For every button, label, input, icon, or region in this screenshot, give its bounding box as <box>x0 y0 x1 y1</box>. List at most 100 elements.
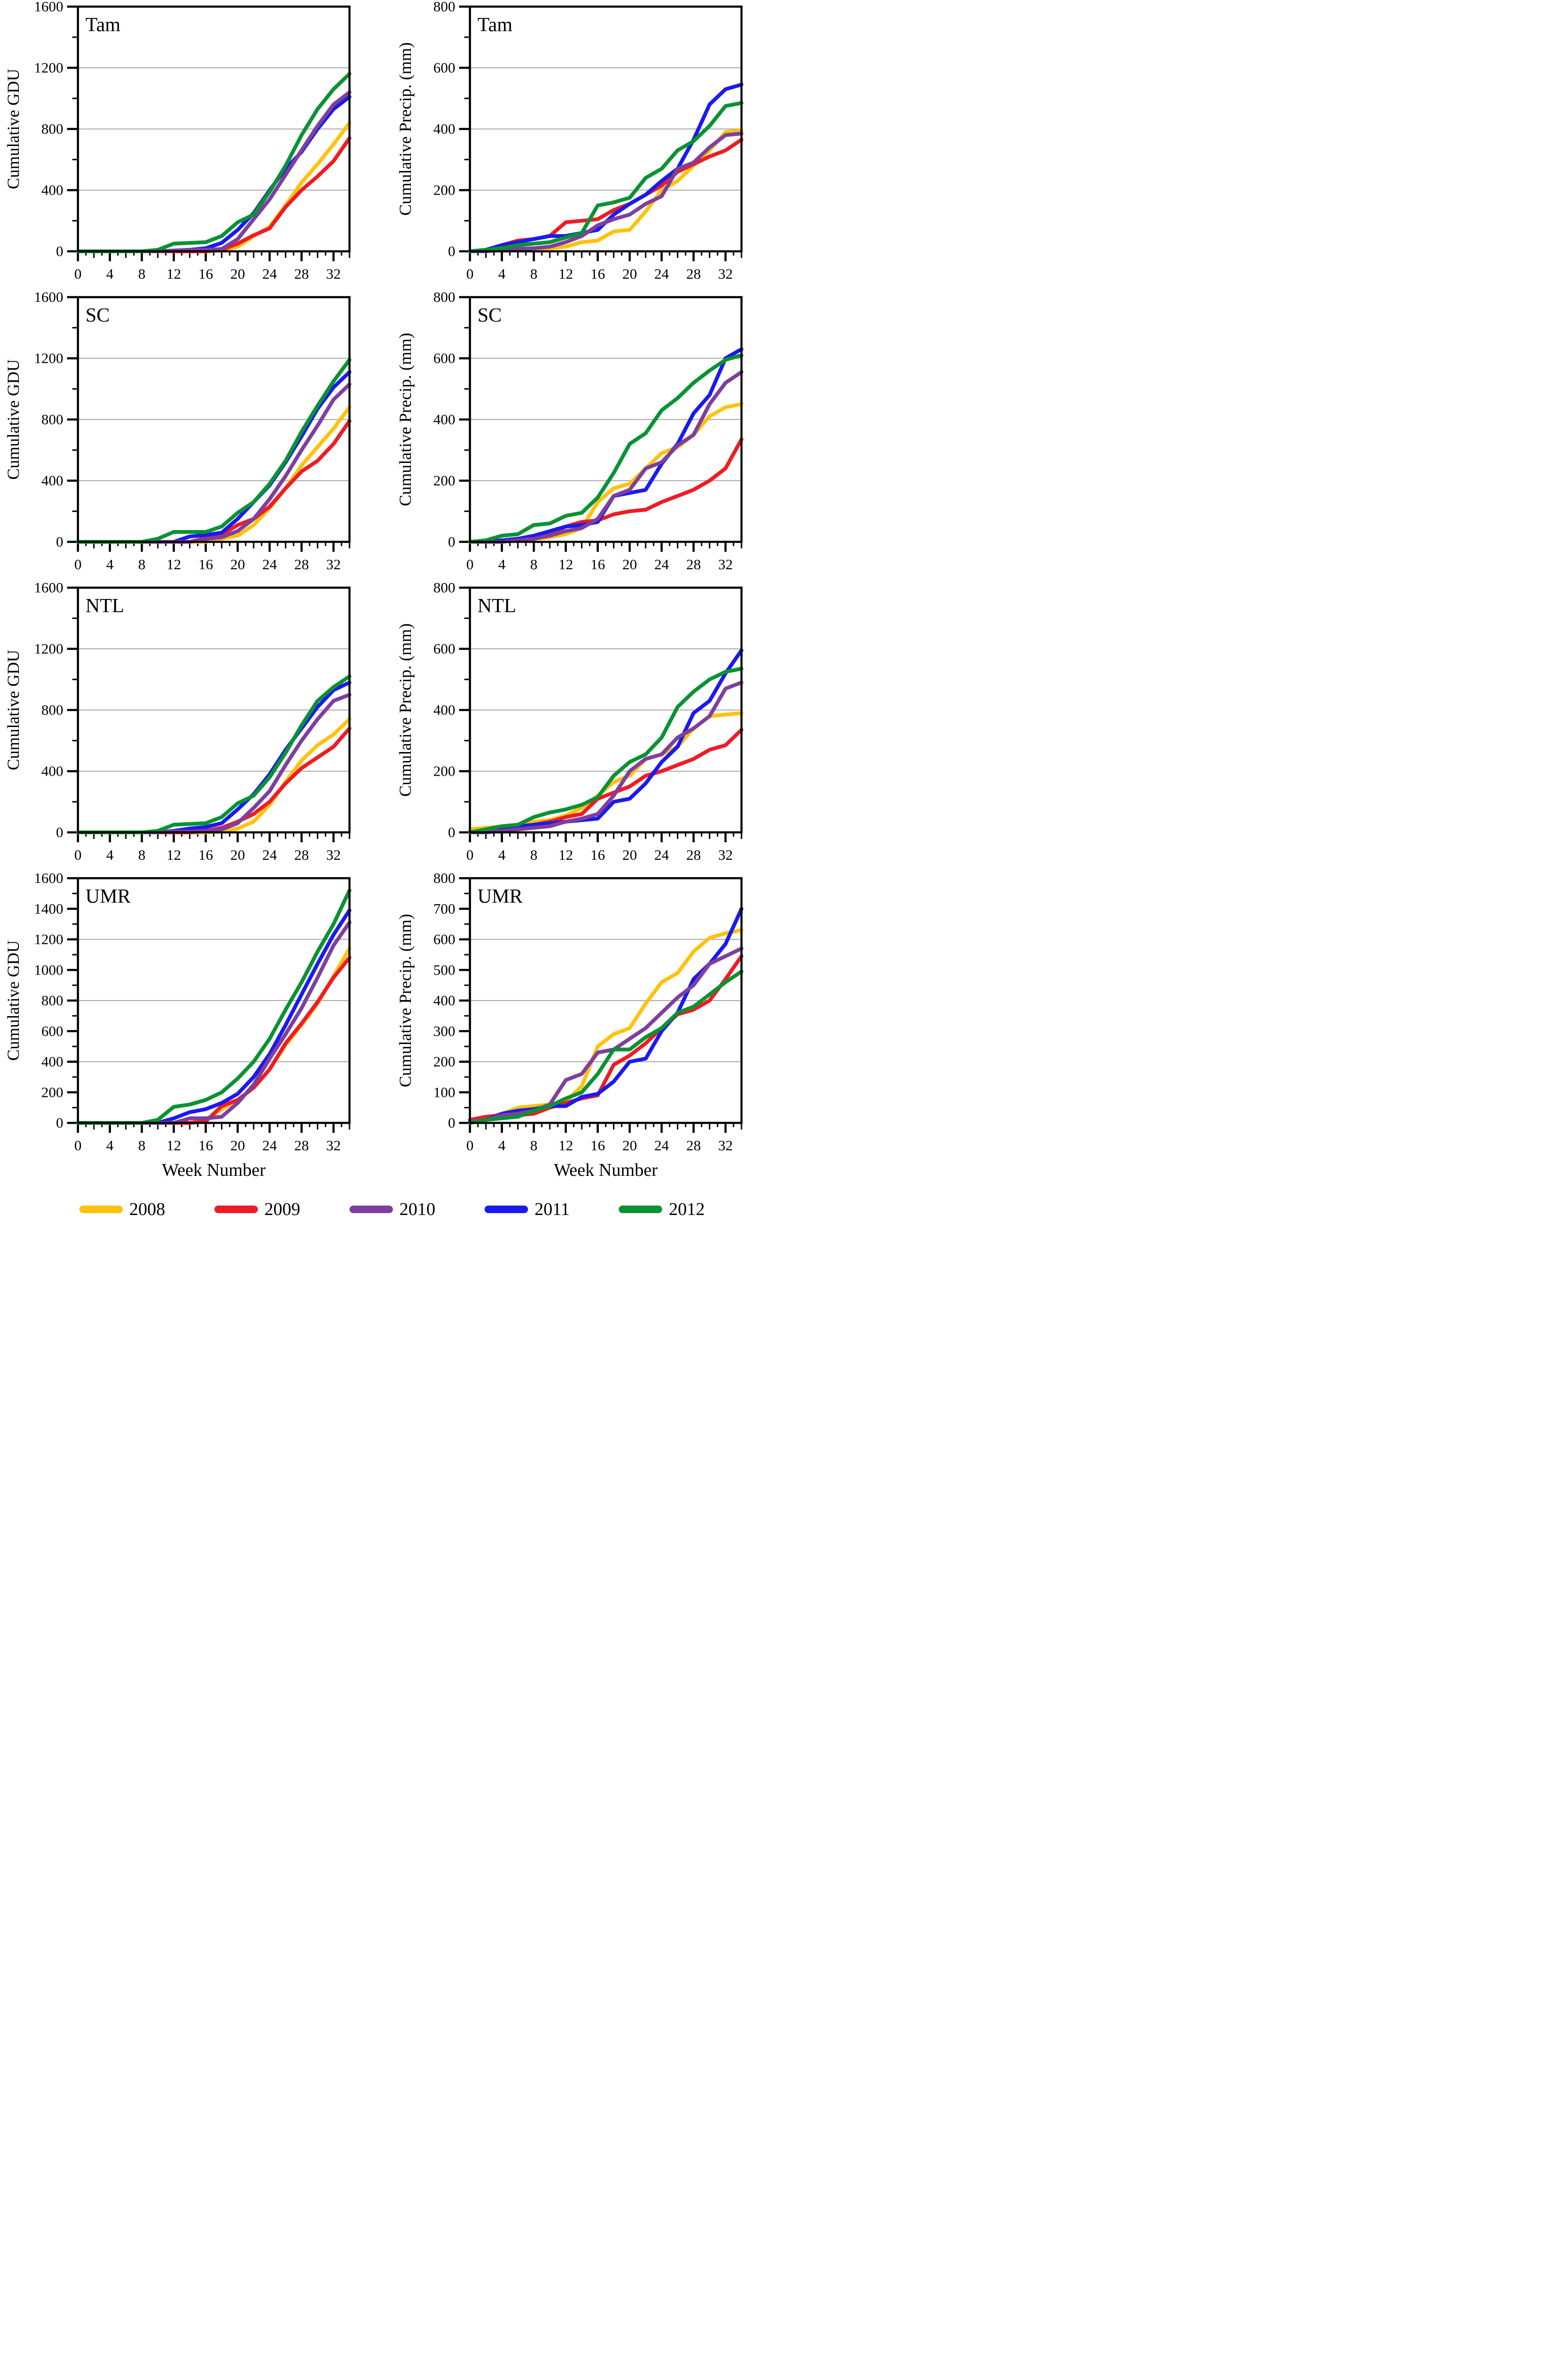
x-tick-label: 12 <box>166 556 181 573</box>
x-tick-label: 24 <box>654 1137 669 1154</box>
y-tick-label: 0 <box>448 533 456 550</box>
y-tick-label: 400 <box>42 1053 64 1070</box>
y-tick-label: 800 <box>42 120 64 137</box>
x-tick-label: 24 <box>262 556 277 573</box>
y-tick-label: 400 <box>434 120 456 137</box>
y-tick-label: 800 <box>434 581 456 596</box>
y-tick-label: 600 <box>434 350 456 367</box>
x-tick-label: 8 <box>138 265 146 282</box>
y-axis-title: Cumulative GDU <box>4 650 23 770</box>
x-tick-label: 16 <box>590 1137 605 1154</box>
series-line-2011 <box>468 907 743 1125</box>
legend-label-2008: 2008 <box>129 1199 165 1219</box>
panel-site-tag: Tam <box>85 14 120 36</box>
x-tick-label: 12 <box>166 265 181 282</box>
series-line-2011 <box>76 680 351 834</box>
chart-tam-precip: 0 200 400 600 800 0 4 8 12 16 20 24 28 32 Tam Cumulativ… <box>396 0 743 282</box>
y-tick-label: 1200 <box>34 641 63 657</box>
y-tick-label: 0 <box>56 243 64 259</box>
y-tick-label: 400 <box>434 992 456 1009</box>
series-line-2012 <box>468 353 743 544</box>
figure-page: 0 400 800 1200 1600 0 4 8 12 16 20 24 28 32 Tam Cumulat… <box>0 0 784 1235</box>
y-tick-label: 1200 <box>34 60 63 76</box>
x-tick-label: 8 <box>530 265 538 282</box>
plot-frame <box>77 877 351 1124</box>
y-tick-label: 400 <box>42 763 64 779</box>
x-tick-label: 0 <box>74 1137 82 1154</box>
legend-swatch-2011-icon <box>484 1206 528 1213</box>
legend-swatch-2009-icon <box>214 1206 258 1213</box>
y-tick-label: 400 <box>434 702 456 718</box>
x-tick-label: 12 <box>558 556 573 573</box>
legend: 2008 2009 2010 2011 2012 <box>0 1183 784 1235</box>
panel-sc-gdu: 0 400 800 1200 1600 0 4 8 12 16 20 24 28 32 SC Cumulati… <box>0 289 392 581</box>
panel-umr-gdu: 0 200 400 600 800 1000 1200 1400 1600 0 4 8 12 16 20 24… <box>0 870 392 1183</box>
x-tick-label: 8 <box>138 556 146 573</box>
series-line-2008 <box>468 928 743 1123</box>
plot-frame <box>469 296 743 543</box>
y-tick-label: 500 <box>434 961 456 978</box>
y-tick-label: 400 <box>434 411 456 428</box>
y-tick-label: 0 <box>448 1114 456 1131</box>
series-line-2010 <box>76 920 351 1125</box>
panel-ntl-precip: 0 200 400 600 800 0 4 8 12 16 20 24 28 32 NTL Cumulativ… <box>392 579 784 872</box>
x-tick-label: 20 <box>622 556 637 573</box>
x-tick-label: 28 <box>686 265 701 282</box>
x-tick-label: 0 <box>466 265 474 282</box>
series-line-2010 <box>468 370 743 544</box>
x-tick-label: 0 <box>74 847 82 863</box>
y-tick-label: 600 <box>42 1023 64 1039</box>
x-tick-label: 12 <box>166 1137 181 1154</box>
y-tick-label: 800 <box>42 992 64 1009</box>
y-tick-label: 400 <box>42 472 64 489</box>
y-tick-label: 1400 <box>34 900 63 917</box>
x-tick-label: 8 <box>530 847 538 863</box>
plot-frame <box>469 877 743 1124</box>
chart-grid: 0 400 800 1200 1600 0 4 8 12 16 20 24 28 32 Tam Cumulat… <box>0 0 784 1183</box>
x-tick-label: 28 <box>294 556 309 573</box>
y-tick-label: 200 <box>434 1053 456 1070</box>
x-tick-label: 28 <box>686 556 701 573</box>
legend-item-2012: 2012 <box>619 1199 705 1220</box>
y-axis-title: Cumulative Precip. (mm) <box>396 43 415 216</box>
x-tick-label: 20 <box>622 847 637 863</box>
x-tick-label: 8 <box>530 1137 538 1154</box>
y-tick-label: 0 <box>448 824 456 840</box>
x-tick-label: 16 <box>590 847 605 863</box>
y-tick-label: 0 <box>448 243 456 259</box>
y-tick-label: 200 <box>434 763 456 779</box>
y-axis-title: Cumulative Precip. (mm) <box>396 333 415 506</box>
plot-frame <box>77 586 351 834</box>
series-line-2009 <box>468 437 743 544</box>
legend-item-2011: 2011 <box>484 1199 570 1220</box>
panel-site-tag: SC <box>477 305 502 326</box>
y-tick-label: 0 <box>56 1114 64 1131</box>
x-tick-label: 32 <box>326 265 341 282</box>
y-tick-label: 200 <box>434 472 456 489</box>
x-tick-label: 4 <box>106 847 114 863</box>
x-tick-label: 16 <box>590 265 605 282</box>
y-tick-label: 400 <box>42 182 64 198</box>
series-line-2010 <box>468 680 743 834</box>
y-axis-title: Cumulative Precip. (mm) <box>396 914 415 1087</box>
y-tick-label: 200 <box>434 182 456 198</box>
x-tick-label: 16 <box>198 265 213 282</box>
y-tick-label: 1200 <box>34 931 63 948</box>
x-tick-label: 4 <box>106 1137 114 1154</box>
x-tick-label: 4 <box>498 847 506 863</box>
y-tick-label: 800 <box>434 872 456 886</box>
legend-item-2008: 2008 <box>79 1199 165 1220</box>
series-line-2012 <box>468 969 743 1125</box>
series-line-2012 <box>76 72 351 253</box>
x-axis-title: Week Number <box>554 1160 658 1180</box>
x-tick-label: 24 <box>262 265 277 282</box>
panel-site-tag: NTL <box>85 595 124 617</box>
series-line-2010 <box>468 946 743 1123</box>
x-tick-label: 24 <box>262 847 277 863</box>
series-line-2011 <box>468 83 743 253</box>
x-tick-label: 16 <box>590 556 605 573</box>
x-tick-label: 28 <box>294 847 309 863</box>
y-tick-label: 800 <box>434 291 456 305</box>
series-line-2012 <box>76 358 351 544</box>
y-tick-label: 600 <box>434 641 456 657</box>
